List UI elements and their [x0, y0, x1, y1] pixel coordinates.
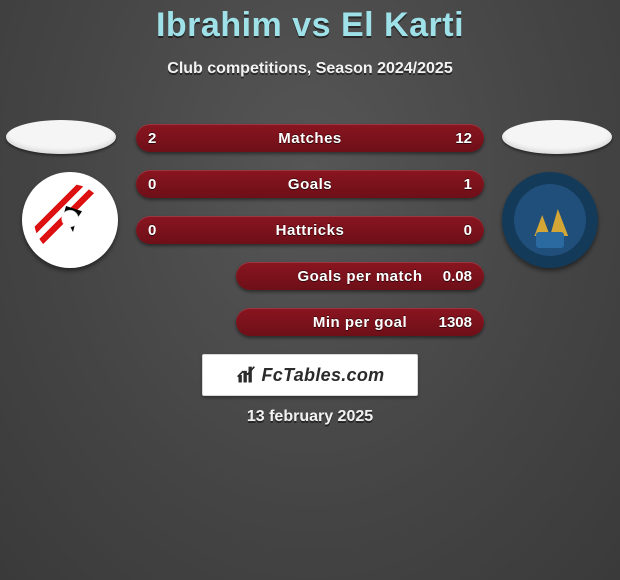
pyramids-crest-icon	[514, 184, 586, 256]
player1-club-badge	[22, 172, 118, 268]
footer-date: 13 february 2025	[0, 408, 620, 426]
brand-label: FcTables.com	[262, 365, 385, 386]
stat-right-value: 12	[455, 130, 472, 147]
stat-row: 0Goals1	[136, 170, 484, 198]
bar-chart-icon	[236, 365, 256, 385]
stat-row: Min per goal1308	[236, 308, 484, 336]
player2-club-badge	[502, 172, 598, 268]
player2-avatar-placeholder	[502, 120, 612, 154]
stat-left-value: 0	[148, 176, 156, 193]
stat-row: 0Hattricks0	[136, 216, 484, 244]
stat-label: Goals	[136, 176, 484, 193]
stat-label: Hattricks	[136, 222, 484, 239]
comparison-card: Ibrahim vs El Karti Club competitions, S…	[0, 0, 620, 580]
stat-right-value: 0	[464, 222, 472, 239]
brand-pill: FcTables.com	[202, 354, 418, 396]
stat-right-value: 1308	[439, 314, 472, 331]
stat-label: Matches	[136, 130, 484, 147]
stat-bars: 2Matches120Goals10Hattricks0Goals per ma…	[136, 124, 484, 354]
zamalek-crest-icon	[34, 184, 106, 256]
player1-avatar-placeholder	[6, 120, 116, 154]
stat-left-value: 2	[148, 130, 156, 147]
page-subtitle: Club competitions, Season 2024/2025	[0, 60, 620, 78]
stat-right-value: 1	[464, 176, 472, 193]
stat-left-value: 0	[148, 222, 156, 239]
stat-right-value: 0.08	[443, 268, 472, 285]
page-title: Ibrahim vs El Karti	[0, 6, 620, 45]
stat-row: 2Matches12	[136, 124, 484, 152]
stat-row: Goals per match0.08	[236, 262, 484, 290]
